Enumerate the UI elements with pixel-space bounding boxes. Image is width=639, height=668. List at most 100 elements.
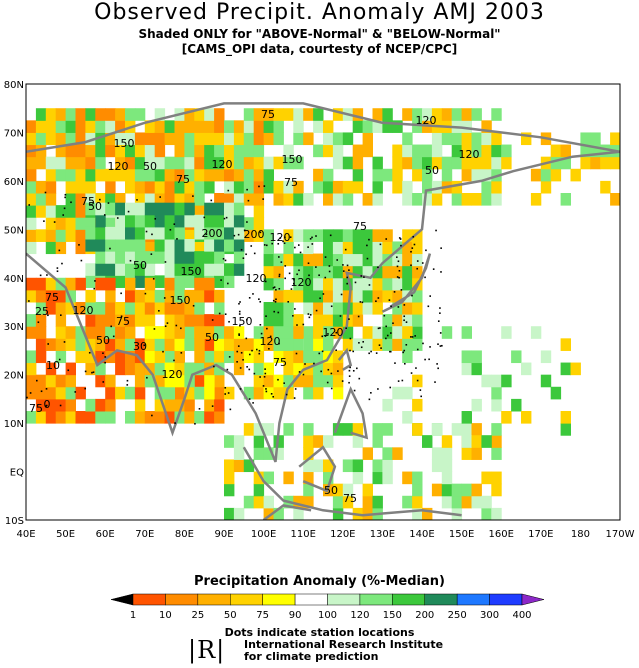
colorbar-segment <box>327 593 361 606</box>
station-dot <box>403 315 406 318</box>
contour-label: 75 <box>353 220 367 233</box>
anomaly-cell <box>431 144 443 158</box>
anomaly-cell <box>501 156 512 170</box>
anomaly-cell <box>194 326 205 339</box>
station-dot <box>110 325 113 328</box>
anomaly-cell <box>392 277 403 291</box>
anomaly-cell <box>164 386 175 400</box>
station-dot <box>327 333 329 335</box>
anomaly-cell <box>273 350 284 364</box>
station-dot <box>78 244 80 246</box>
anomaly-cell <box>125 251 136 264</box>
anomaly-cell <box>372 302 383 315</box>
anomaly-cell <box>382 120 393 133</box>
anomaly-cell <box>600 180 611 194</box>
anomaly-cell <box>125 362 136 376</box>
anomaly-cell <box>204 386 215 400</box>
station-dot <box>264 372 267 375</box>
anomaly-cell <box>441 483 453 497</box>
station-dot <box>309 314 312 316</box>
anomaly-cell <box>303 350 314 364</box>
station-dot <box>176 238 178 240</box>
contour-label: 50 <box>324 484 338 497</box>
anomaly-cell <box>144 193 156 206</box>
anomaly-cell <box>253 483 265 497</box>
lon-label: 150E <box>449 529 474 540</box>
anomaly-cell <box>273 180 284 194</box>
anomaly-cell <box>144 326 156 339</box>
colorbar-tick: 200 <box>415 610 434 621</box>
station-dot <box>388 299 391 301</box>
anomaly-cell <box>144 338 156 351</box>
anomaly-cell <box>491 374 502 388</box>
station-dot <box>129 259 132 262</box>
anomaly-cell <box>263 507 274 520</box>
anomaly-cell <box>253 229 265 242</box>
station-dot <box>302 323 305 326</box>
anomaly-cell <box>65 374 76 388</box>
station-dot <box>164 325 167 327</box>
anomaly-cell <box>441 108 453 121</box>
anomaly-cell <box>590 144 601 158</box>
anomaly-cell <box>35 156 47 170</box>
station-dot <box>434 381 436 383</box>
anomaly-cell <box>382 423 393 436</box>
lon-label: 40E <box>16 529 35 540</box>
anomaly-cell <box>392 302 403 315</box>
anomaly-cell <box>382 229 393 242</box>
contour-label: 120 <box>270 231 291 244</box>
anomaly-cell <box>125 263 136 276</box>
colorbar-segment <box>294 593 328 606</box>
anomaly-cell <box>412 120 423 133</box>
lon-label: 60E <box>96 529 115 540</box>
anomaly-cell <box>95 326 106 339</box>
anomaly-cell <box>273 314 284 327</box>
anomaly-cell <box>154 180 166 194</box>
anomaly-cell <box>115 239 126 252</box>
station-dot <box>377 388 379 390</box>
anomaly-cell <box>273 507 284 520</box>
anomaly-cell <box>26 217 37 230</box>
anomaly-cell <box>204 411 215 424</box>
station-dot <box>64 193 67 196</box>
anomaly-cell <box>392 314 403 327</box>
anomaly-cell <box>253 108 265 121</box>
anomaly-cell <box>204 120 215 133</box>
anomaly-cell <box>431 483 443 497</box>
anomaly-cell <box>45 180 57 194</box>
anomaly-cell <box>283 108 294 121</box>
colorbar-tick: 25 <box>191 610 204 621</box>
anomaly-cell <box>332 132 344 146</box>
anomaly-cell <box>164 226 175 240</box>
anomaly-cell <box>85 132 96 146</box>
anomaly-cell <box>95 120 106 133</box>
station-dot <box>421 262 424 264</box>
anomaly-cell <box>184 411 195 424</box>
longitude-labels: 40E 50E 60E 70E 80E 90E 100E 110E 120E 130E 140E 15… <box>16 529 634 540</box>
anomaly-cell <box>75 241 86 255</box>
contour-label: 75 <box>45 291 59 304</box>
anomaly-cell <box>233 447 245 460</box>
anomaly-cell <box>372 326 383 339</box>
anomaly-cell <box>233 120 245 133</box>
station-dot <box>424 276 426 279</box>
anomaly-cell <box>164 326 175 339</box>
station-dot <box>424 358 426 361</box>
anomaly-cell <box>342 156 354 170</box>
anomaly-cells <box>26 108 620 520</box>
station-dot <box>269 335 272 338</box>
anomaly-cell <box>26 205 37 218</box>
station-dot <box>410 372 413 374</box>
anomaly-cell <box>134 275 146 288</box>
station-dot <box>277 242 280 245</box>
anomaly-cell <box>610 193 620 206</box>
station-dot <box>279 237 282 239</box>
anomaly-cell <box>293 132 304 146</box>
anomaly-cell <box>491 108 502 121</box>
anomaly-cell <box>26 120 37 133</box>
anomaly-cell <box>75 338 86 351</box>
anomaly-cell <box>164 251 175 264</box>
station-dot <box>163 297 166 299</box>
station-dot <box>411 336 414 338</box>
anomaly-cell <box>154 374 166 388</box>
